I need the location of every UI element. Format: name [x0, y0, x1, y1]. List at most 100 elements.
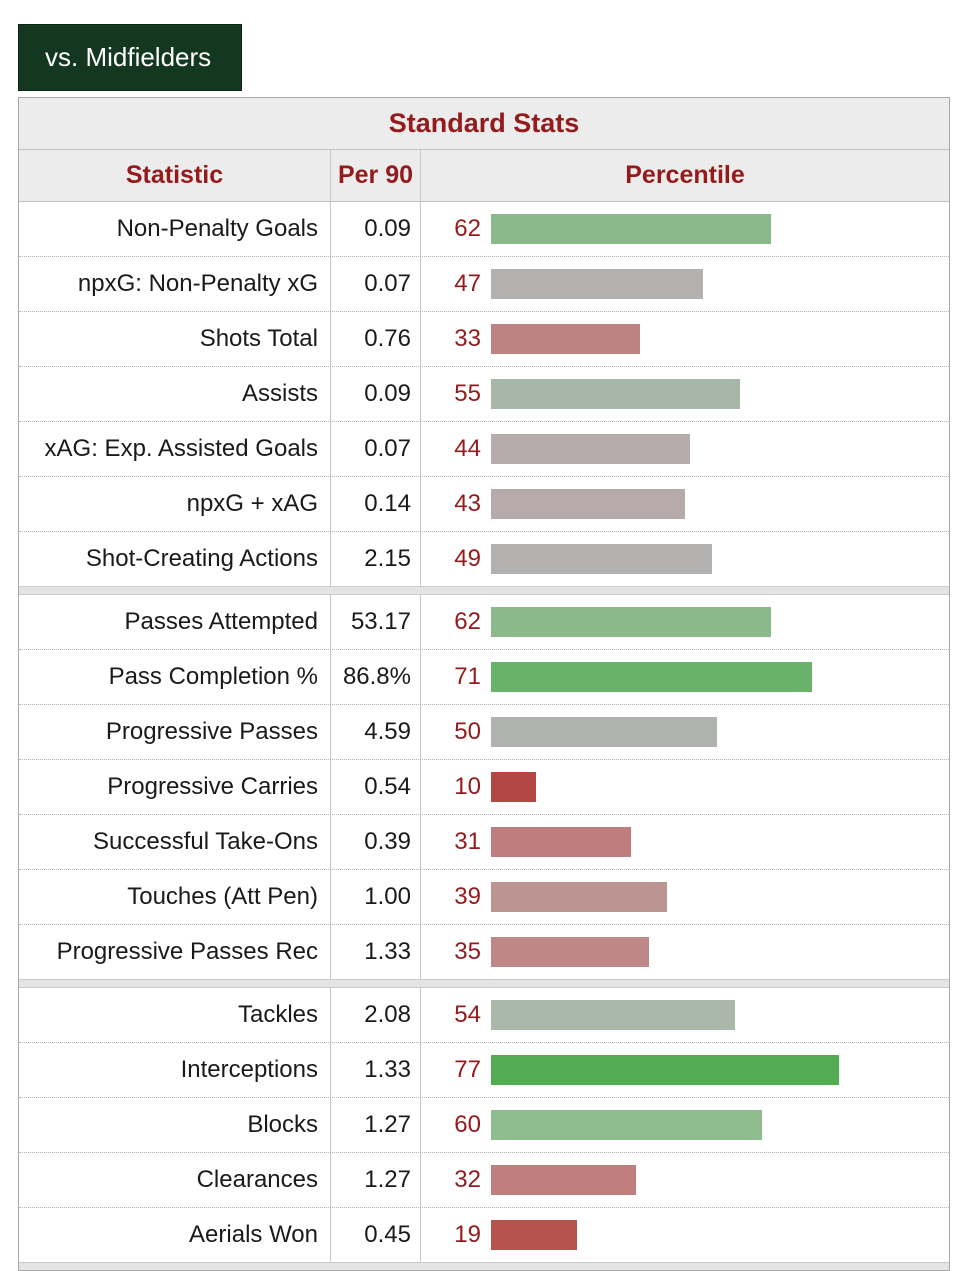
standard-stats-table: Standard Stats Statistic Per 90 Percenti… — [18, 97, 950, 1271]
per90-value: 53.17 — [331, 595, 421, 649]
percentile-cell: 55 — [421, 367, 949, 421]
percentile-bar — [491, 882, 667, 912]
percentile-cell: 49 — [421, 532, 949, 586]
table-row: Shot-Creating Actions 2.15 49 — [19, 531, 949, 586]
percentile-cell: 71 — [421, 650, 949, 704]
percentile-bar — [491, 434, 690, 464]
table-row: Successful Take-Ons 0.39 31 — [19, 814, 949, 869]
stat-label: Tackles — [19, 988, 331, 1042]
per90-value: 4.59 — [331, 705, 421, 759]
percentile-cell: 44 — [421, 422, 949, 476]
per90-value: 0.09 — [331, 202, 421, 256]
table-row: Pass Completion % 86.8% 71 — [19, 649, 949, 704]
stat-label: Shots Total — [19, 312, 331, 366]
stat-label: Successful Take-Ons — [19, 815, 331, 869]
percentile-bar — [491, 1000, 735, 1030]
percentile-cell: 50 — [421, 705, 949, 759]
stat-label: Clearances — [19, 1153, 331, 1207]
percentile-cell: 39 — [421, 870, 949, 924]
percentile-value: 19 — [454, 1221, 481, 1248]
table-row: Interceptions 1.33 77 — [19, 1042, 949, 1097]
percentile-bar — [491, 1220, 577, 1250]
percentile-value: 77 — [454, 1056, 481, 1083]
table-row: Non-Penalty Goals 0.09 62 — [19, 202, 949, 256]
percentile-cell: 33 — [421, 312, 949, 366]
table-row: Progressive Passes 4.59 50 — [19, 704, 949, 759]
percentile-value: 50 — [454, 718, 481, 745]
percentile-cell: 43 — [421, 477, 949, 531]
percentile-cell: 62 — [421, 595, 949, 649]
percentile-value: 39 — [454, 883, 481, 910]
stat-label: Passes Attempted — [19, 595, 331, 649]
percentile-bar — [491, 269, 703, 299]
percentile-cell: 77 — [421, 1043, 949, 1097]
percentile-bar — [491, 544, 712, 574]
section-divider — [19, 979, 949, 988]
per90-value: 2.08 — [331, 988, 421, 1042]
percentile-bar — [491, 324, 640, 354]
table-row: Progressive Carries 0.54 10 — [19, 759, 949, 814]
percentile-bar — [491, 772, 536, 802]
per90-value: 0.07 — [331, 257, 421, 311]
percentile-bar — [491, 379, 740, 409]
column-header-row: Statistic Per 90 Percentile — [19, 150, 949, 202]
percentile-value: 43 — [454, 490, 481, 517]
percentile-value: 33 — [454, 325, 481, 352]
stat-label: Shot-Creating Actions — [19, 532, 331, 586]
stat-label: Blocks — [19, 1098, 331, 1152]
percentile-cell: 62 — [421, 202, 949, 256]
percentile-bar — [491, 662, 812, 692]
table-row: Progressive Passes Rec 1.33 35 — [19, 924, 949, 979]
per90-value: 0.45 — [331, 1208, 421, 1262]
percentile-bar — [491, 937, 649, 967]
percentile-bar — [491, 827, 631, 857]
table-row: npxG: Non-Penalty xG 0.07 47 — [19, 256, 949, 311]
col-header-statistic: Statistic — [19, 150, 331, 201]
table-row: Touches (Att Pen) 1.00 39 — [19, 869, 949, 924]
percentile-bar — [491, 1110, 762, 1140]
stat-label: Aerials Won — [19, 1208, 331, 1262]
section-divider — [19, 586, 949, 595]
table-row: Tackles 2.08 54 — [19, 988, 949, 1042]
position-filter-tab[interactable]: vs. Midfielders — [18, 24, 243, 91]
table-bottom-strip — [19, 1262, 949, 1270]
per90-value: 0.14 — [331, 477, 421, 531]
percentile-value: 32 — [454, 1166, 481, 1193]
percentile-value: 55 — [454, 380, 481, 407]
per90-value: 1.33 — [331, 1043, 421, 1097]
stat-label: Progressive Passes — [19, 705, 331, 759]
table-row: Passes Attempted 53.17 62 — [19, 595, 949, 649]
col-header-percentile: Percentile — [625, 161, 745, 189]
percentile-cell: 47 — [421, 257, 949, 311]
table-row: Clearances 1.27 32 — [19, 1152, 949, 1207]
per90-value: 2.15 — [331, 532, 421, 586]
stat-label: npxG: Non-Penalty xG — [19, 257, 331, 311]
per90-value: 0.07 — [331, 422, 421, 476]
percentile-bar — [491, 1165, 636, 1195]
percentile-value: 54 — [454, 1001, 481, 1028]
percentile-value: 10 — [454, 773, 481, 800]
percentile-value: 60 — [454, 1111, 481, 1138]
percentile-cell: 10 — [421, 760, 949, 814]
stat-label: Pass Completion % — [19, 650, 331, 704]
per90-value: 1.27 — [331, 1153, 421, 1207]
stat-label: Progressive Carries — [19, 760, 331, 814]
table-row: Assists 0.09 55 — [19, 366, 949, 421]
stat-label: npxG + xAG — [19, 477, 331, 531]
table-body: Non-Penalty Goals 0.09 62 npxG: Non-Penalty… — [19, 202, 949, 1262]
percentile-value: 35 — [454, 938, 481, 965]
table-row: xAG: Exp. Assisted Goals 0.07 44 — [19, 421, 949, 476]
percentile-cell: 54 — [421, 988, 949, 1042]
table-row: Aerials Won 0.45 19 — [19, 1207, 949, 1262]
stat-label: Assists — [19, 367, 331, 421]
percentile-value: 31 — [454, 828, 481, 855]
per90-value: 0.54 — [331, 760, 421, 814]
percentile-bar — [491, 717, 717, 747]
per90-value: 0.39 — [331, 815, 421, 869]
percentile-cell: 31 — [421, 815, 949, 869]
percentile-value: 62 — [454, 215, 481, 242]
table-row: Shots Total 0.76 33 — [19, 311, 949, 366]
percentile-cell: 35 — [421, 925, 949, 979]
stat-label: xAG: Exp. Assisted Goals — [19, 422, 331, 476]
